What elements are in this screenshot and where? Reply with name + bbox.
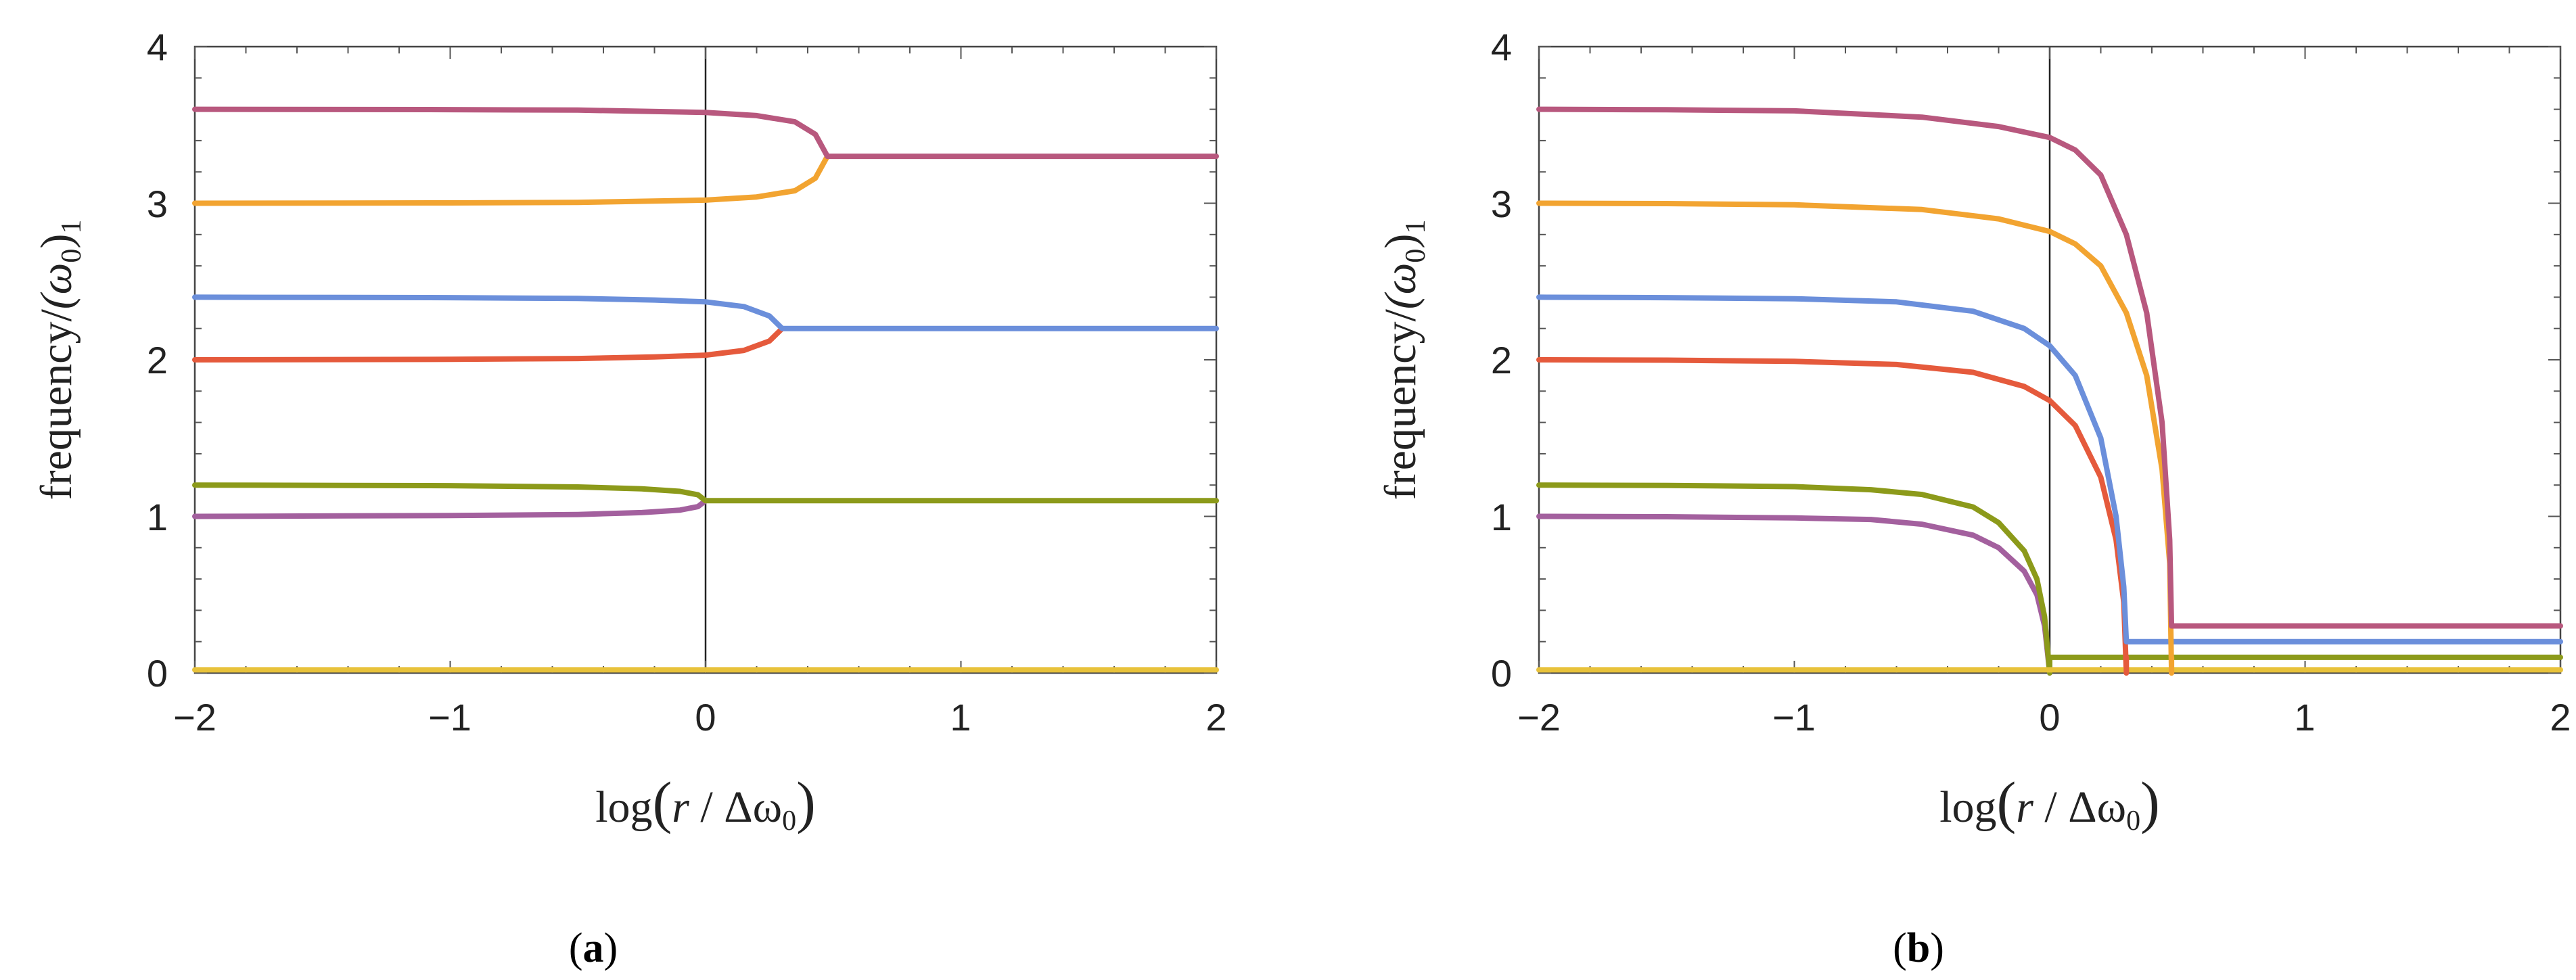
x-tick-label: −2	[173, 696, 216, 739]
panel-a: 0 1 2 3 4 −2 −1 0 1 2 frequency/(ω0)1 lo…	[32, 26, 1227, 971]
x-tick-label: −1	[1772, 696, 1816, 739]
x-tick-label: 1	[950, 696, 971, 739]
y-tick-label: 0	[1491, 652, 1512, 695]
y-tick-label: 4	[1491, 26, 1512, 68]
xlabel-mid: / Δω	[2033, 783, 2126, 832]
xlabel-lp: (	[653, 770, 672, 835]
panel-label-close: )	[1930, 925, 1944, 971]
panel-label-close: )	[604, 925, 618, 971]
y-tick-label: 0	[147, 652, 168, 695]
ylabel-close: )	[1376, 234, 1425, 249]
ylabel-omega: (ω	[32, 263, 81, 310]
series-line-mode-1	[192, 498, 708, 519]
x-tick-label: 2	[1205, 696, 1226, 739]
xlabel-sub: 0	[2126, 806, 2140, 837]
xlabel-rp: )	[2140, 770, 2160, 835]
panel-label-letter: a	[583, 925, 604, 971]
series-line-mode-4	[1536, 294, 2563, 645]
ylabel-sub0: 0	[56, 249, 87, 263]
ylabel-text: frequency/	[1376, 309, 1425, 500]
y-tick-label: 2	[147, 339, 168, 381]
xlabel-rp: )	[796, 770, 816, 835]
y-tick-label: 1	[1491, 496, 1512, 538]
x-tick-label: 0	[2039, 696, 2060, 739]
x-tick-label: 1	[2294, 696, 2315, 739]
y-tick-label: 2	[1491, 339, 1512, 381]
x-tick-label: 2	[2550, 696, 2571, 739]
panel-label-open: (	[569, 925, 583, 971]
xlabel-sub: 0	[782, 806, 796, 837]
ylabel-text: frequency/	[32, 309, 81, 500]
y-tick-label: 3	[1491, 183, 1512, 225]
xlabel-r: r	[2016, 783, 2033, 832]
panel-label-open: (	[1893, 925, 1907, 971]
series-line-mode-6	[1536, 106, 2563, 629]
ylabel-sub1: 1	[1400, 220, 1431, 234]
y-axis-title-a: frequency/(ω0)1	[32, 220, 87, 500]
ylabel-close: )	[32, 234, 81, 249]
y-axis-title-b: frequency/(ω0)1	[1376, 220, 1431, 500]
xlabel-mid: / Δω	[689, 783, 782, 832]
xlabel-lp: (	[1997, 770, 2017, 835]
series-line-mode-4	[192, 294, 1219, 331]
x-axis-title-b: log(r / Δω0)	[1939, 770, 2160, 837]
x-tick-label: −2	[1517, 696, 1561, 739]
panel-b: 0 1 2 3 4 −2 −1 0 1 2 frequency/(ω0)1 lo…	[1376, 26, 2571, 971]
x-tick-label: −1	[428, 696, 472, 739]
y-tick-label: 1	[147, 496, 168, 538]
series-line-mode-6	[192, 106, 1219, 160]
series-line-mode-3	[192, 325, 785, 363]
panel-label-a: (a)	[569, 925, 618, 971]
ylabel-sub0: 0	[1400, 249, 1431, 263]
series-a	[192, 106, 1219, 673]
xlabel-log: log	[595, 783, 652, 832]
y-tick-label: 3	[147, 183, 168, 225]
series-line-mode-2	[1536, 482, 2563, 676]
series-line-mode-5	[1536, 200, 2175, 676]
panel-label-letter: b	[1907, 925, 1930, 971]
ylabel-sub1: 1	[56, 220, 87, 234]
ylabel-omega: (ω	[1376, 263, 1425, 310]
x-tick-label: 0	[695, 696, 716, 739]
series-line-mode-5	[192, 154, 831, 206]
y-tick-label: 4	[147, 26, 168, 68]
x-axis-title-a: log(r / Δω0)	[595, 770, 816, 837]
xlabel-log: log	[1939, 783, 1996, 832]
series-line-mode-2	[192, 482, 1219, 504]
xlabel-r: r	[672, 783, 689, 832]
series-b	[1536, 106, 2563, 676]
panel-label-b: (b)	[1893, 925, 1944, 971]
series-line-mode-1	[1536, 513, 2052, 676]
